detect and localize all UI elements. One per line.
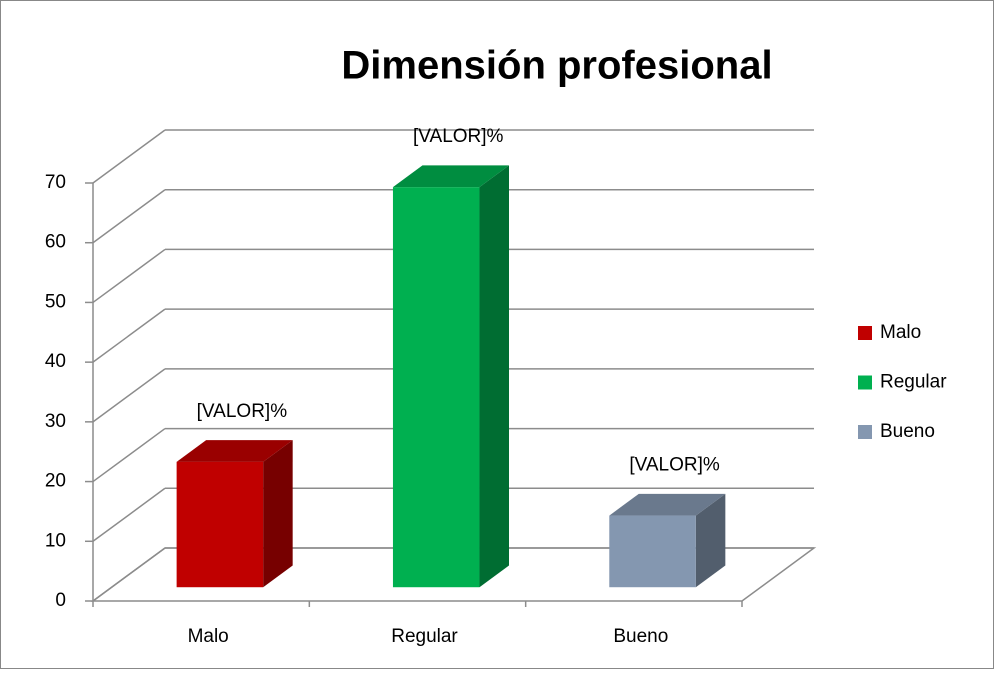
data-label: [VALOR]% — [413, 126, 504, 147]
bar-side — [695, 493, 726, 588]
legend-label: Regular — [880, 372, 947, 393]
bar-top — [609, 493, 726, 516]
y-tick-label: 30 — [45, 411, 66, 432]
x-tick-label: Bueno — [613, 626, 668, 647]
bar-side — [479, 165, 510, 588]
legend-swatch — [858, 326, 872, 340]
chart-title: Dimensión profesional — [341, 44, 772, 88]
grid-line — [92, 248, 166, 304]
bar — [392, 187, 480, 588]
bar-side — [263, 440, 293, 588]
y-tick-label: 70 — [45, 172, 66, 193]
y-tick-label: 0 — [55, 590, 66, 611]
y-tick-label: 10 — [45, 530, 66, 551]
bar-top — [176, 440, 293, 462]
bar — [176, 461, 264, 588]
x-tick-label: Malo — [188, 626, 229, 647]
grid-line — [92, 368, 166, 423]
x-tick-label: Regular — [391, 626, 458, 647]
grid-line — [92, 189, 166, 244]
data-label: [VALOR]% — [197, 401, 288, 422]
y-tick-label: 50 — [45, 291, 66, 312]
bar-top — [392, 165, 510, 188]
y-tick-label: 40 — [45, 351, 66, 372]
legend-swatch — [858, 375, 872, 390]
legend-label: Bueno — [880, 421, 935, 442]
legend-swatch — [858, 425, 872, 439]
data-label: [VALOR]% — [629, 455, 720, 476]
grid-line — [92, 129, 166, 184]
legend-label: Malo — [880, 322, 921, 343]
grid-line — [92, 427, 166, 483]
grid-line — [92, 487, 166, 542]
y-tick-label: 20 — [45, 471, 66, 492]
grid-line — [92, 308, 166, 363]
y-tick-label: 60 — [45, 232, 66, 253]
grid-line — [92, 547, 166, 602]
bar — [609, 515, 696, 588]
